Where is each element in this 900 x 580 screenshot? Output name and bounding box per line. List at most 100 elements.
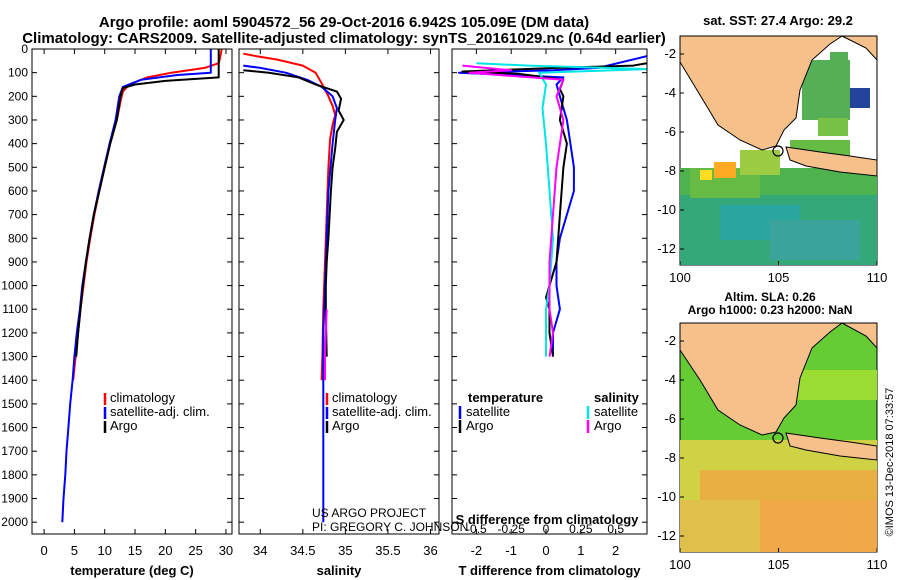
temperature-legend-label-2: Argo xyxy=(110,418,137,433)
sst-map-ytick-label-4: -10 xyxy=(657,202,676,217)
depth-tick-label-2: 200 xyxy=(8,89,28,103)
salinity-series-2 xyxy=(243,69,345,357)
temperature-xtick-label-4: 20 xyxy=(158,543,172,558)
depth-tick-label-18: 1800 xyxy=(1,468,28,482)
depth-tick-label-9: 900 xyxy=(8,255,28,269)
depth-tick-label-3: 300 xyxy=(8,113,28,127)
sal-diff-tick-label-4: 0.5 xyxy=(607,522,624,536)
sla-map-ytick-label-4: -10 xyxy=(657,489,676,504)
salinity-xtick-label-0: 34 xyxy=(253,543,267,558)
sal-diff-tick-label-0: -0.5 xyxy=(466,522,487,536)
difference-xtick-label-4: 2 xyxy=(612,543,619,558)
sla-map-title-2: Argo h1000: 0.23 h2000: NaN xyxy=(688,303,853,317)
temperature-series-group xyxy=(61,49,223,523)
diff-legend-title-temperature: temperature xyxy=(468,390,543,405)
depth-tick-label-17: 1700 xyxy=(1,444,28,458)
depth-tick-label-8: 800 xyxy=(8,231,28,245)
temperature-panel: 0 5 10 15 20 25 300100200300400500600700800900… xyxy=(1,42,233,578)
temperature-xlabel: temperature (deg C) xyxy=(70,563,194,578)
salinity-legend-label-2: Argo xyxy=(332,418,359,433)
depth-tick-label-12: 1200 xyxy=(1,326,28,340)
salinity-legend-label-1: satellite-adj. clim. xyxy=(332,404,432,419)
sla-map-ytick-label-0: -2 xyxy=(664,333,676,348)
sla-map-xtick-label-0: 100 xyxy=(669,557,691,572)
credit-project: US ARGO PROJECT xyxy=(312,506,427,520)
salinity-xtick-label-1: 34.5 xyxy=(290,543,315,558)
diff-legend-label-0: satellite xyxy=(466,404,510,419)
difference-xtick-label-0: -2 xyxy=(471,543,483,558)
sla-map-axes: 100 105 110 -2 -4 -6 -8 -10 -12 xyxy=(657,333,887,572)
borneo-land xyxy=(841,35,878,62)
title-line-1: Argo profile: aoml 5904572_56 29-Oct-201… xyxy=(99,14,589,31)
sla-map xyxy=(679,322,878,553)
sst-map-ytick-label-2: -6 xyxy=(664,124,676,139)
sst-map-xtick-label-2: 110 xyxy=(867,270,888,285)
sst-map-axes: 100 105 110 -2 -4 -6 -8 -10 -12 xyxy=(657,46,887,285)
temperature-series-0 xyxy=(72,49,223,381)
difference-xlabel: T difference from climatology xyxy=(458,563,641,578)
salinity-series-3 xyxy=(324,309,328,381)
credit-pi: PI: GREGORY C. JOHNSON xyxy=(312,520,468,534)
sst-map-xtick-label-1: 105 xyxy=(768,270,790,285)
sla-map-xtick-label-2: 110 xyxy=(867,557,888,572)
temperature-series-2 xyxy=(75,49,220,357)
temperature-xtick-label-2: 10 xyxy=(97,543,111,558)
salinity-panel: 34 34.5 35 35.5 36 salinity climatologysatelli… xyxy=(238,48,440,578)
depth-tick-label-14: 1400 xyxy=(1,373,28,387)
sla-map-ytick-label-3: -8 xyxy=(664,450,676,465)
difference-xtick-label-1: -1 xyxy=(505,543,517,558)
imos-credit: ©IMOS 13-Dec-2018 07:33:57 xyxy=(884,388,896,537)
salinity-xtick-label-4: 36 xyxy=(423,543,437,558)
depth-tick-label-19: 1900 xyxy=(1,492,28,506)
difference-xtick-label-3: 1 xyxy=(577,543,584,558)
salinity-xlabel: salinity xyxy=(317,563,363,578)
salinity-series-group xyxy=(243,52,345,523)
sst-map xyxy=(679,35,878,266)
depth-tick-label-1: 100 xyxy=(8,66,28,80)
depth-tick-label-11: 1100 xyxy=(2,302,28,316)
sst-map-xtick-label-0: 100 xyxy=(669,270,691,285)
depth-tick-label-7: 700 xyxy=(8,208,28,222)
temperature-xtick-label-1: 5 xyxy=(71,543,78,558)
sla-borneo-land xyxy=(841,322,878,350)
temperature-xtick-label-0: 0 xyxy=(41,543,48,558)
sumatra-land xyxy=(679,35,844,151)
temperature-frame xyxy=(31,48,233,535)
temperature-series-1 xyxy=(61,49,212,523)
diff-legend-title-salinity: salinity xyxy=(594,390,640,405)
depth-tick-label-6: 600 xyxy=(8,184,28,198)
sla-sumatra-land xyxy=(679,322,844,436)
sal-diff-tick-label-2: 0 xyxy=(543,522,550,536)
salinity-series-0 xyxy=(243,52,337,381)
temperature-xtick-label-3: 15 xyxy=(128,543,142,558)
difference-series-group xyxy=(458,55,647,357)
difference-series-3 xyxy=(462,64,565,357)
temperature-xtick-label-6: 30 xyxy=(219,543,233,558)
salinity-xtick-label-2: 35 xyxy=(338,543,352,558)
sal-diff-tick-label-3: 0.25 xyxy=(569,522,593,536)
java-land xyxy=(785,146,878,177)
diff-legend-label-3: Argo xyxy=(594,418,621,433)
depth-tick-label-13: 1300 xyxy=(1,350,28,364)
argo-location-marker xyxy=(772,145,784,157)
diff-legend-label-2: satellite xyxy=(594,404,638,419)
temperature-legend-label-0: climatology xyxy=(110,390,176,405)
sal-diff-tick-label-1: -0.25 xyxy=(498,522,526,536)
sst-map-ytick-label-0: -2 xyxy=(664,46,676,61)
sla-map-ytick-label-2: -6 xyxy=(664,411,676,426)
sla-map-ytick-label-5: -12 xyxy=(657,528,676,543)
title-line-2: Climatology: CARS2009. Satellite-adjuste… xyxy=(22,30,666,47)
sla-argo-location-marker xyxy=(772,432,784,444)
sst-map-ytick-label-3: -8 xyxy=(664,163,676,178)
sla-java-land xyxy=(785,432,878,461)
sst-map-ytick-label-1: -4 xyxy=(664,85,676,100)
depth-tick-label-16: 1600 xyxy=(1,421,28,435)
temperature-legend-label-1: satellite-adj. clim. xyxy=(110,404,210,419)
sla-map-ytick-label-1: -4 xyxy=(664,372,676,387)
sst-map-ytick-label-5: -12 xyxy=(657,241,676,256)
depth-tick-label-5: 500 xyxy=(8,160,28,174)
difference-xtick-label-2: 0 xyxy=(542,543,549,558)
salinity-legend-label-0: climatology xyxy=(332,390,398,405)
temperature-xtick-label-5: 25 xyxy=(188,543,202,558)
